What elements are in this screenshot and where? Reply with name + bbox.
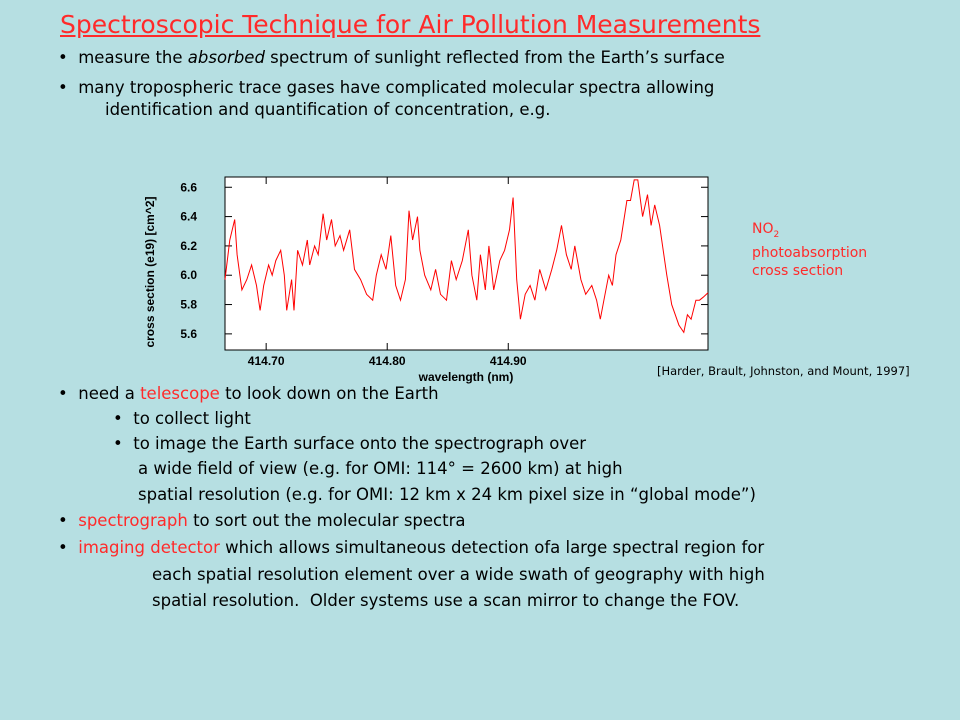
plot-area xyxy=(224,176,709,351)
bullet: • to image the Earth surface onto the sp… xyxy=(113,434,587,453)
text: imaging detector xyxy=(78,538,220,557)
text: to collect light xyxy=(133,409,251,428)
x-tick-label: 414.80 xyxy=(369,354,406,368)
text: 2 xyxy=(773,229,780,240)
bullet: • many tropospheric trace gases have com… xyxy=(58,78,715,97)
text: which allows simultaneous detection ofa … xyxy=(219,538,765,557)
bullet: • measure the absorbed spectrum of sunli… xyxy=(58,48,725,67)
line xyxy=(224,179,709,334)
x-tick-label: 414.70 xyxy=(248,354,285,368)
text: identification and quantification of con… xyxy=(105,100,551,119)
bullet: • imaging detector which allows simultan… xyxy=(58,538,765,557)
text: spectrum of sunlight reflected from the … xyxy=(264,48,725,67)
text: absorbed xyxy=(187,48,265,67)
text: need a xyxy=(78,384,141,403)
text: a wide field of view (e.g. for OMI: 114°… xyxy=(138,459,623,478)
bullet: • to collect light xyxy=(113,409,251,428)
text: to sort out the molecular spectra xyxy=(187,511,466,530)
bullet: • need a telescope to look down on the E… xyxy=(58,384,439,403)
bullet: • spectrograph to sort out the molecular… xyxy=(58,511,466,530)
text: measure the xyxy=(78,48,188,67)
text: NO xyxy=(752,221,774,237)
annotation: NO2 photoabsorption cross section xyxy=(752,220,867,280)
text: telescope xyxy=(140,384,220,403)
text: many tropospheric trace gases have compl… xyxy=(78,78,715,97)
text: each spatial resolution element over a w… xyxy=(152,565,765,584)
x-tick-label: 414.90 xyxy=(490,354,527,368)
y-tick-label: 5.6 xyxy=(180,327,197,341)
title: Spectroscopic Technique for Air Pollutio… xyxy=(60,10,761,39)
y-tick-label: 6.2 xyxy=(180,239,197,253)
text: to image the Earth surface onto the spec… xyxy=(133,434,587,453)
y-tick-label: 6.6 xyxy=(180,180,197,194)
citation: [Harder, Brault, Johnston, and Mount, 19… xyxy=(657,364,910,378)
y-tick-label: 6.0 xyxy=(180,268,197,282)
text: spatial resolution. Older systems use a … xyxy=(152,591,740,610)
y-tick-label: 6.4 xyxy=(180,210,197,224)
text: to look down on the Earth xyxy=(219,384,439,403)
y-axis-label: cross section (e19) [cm^2] xyxy=(143,196,157,347)
text: photoabsorption xyxy=(752,244,868,261)
x-axis-label: wavelength (nm) xyxy=(418,370,514,384)
text: spectrograph xyxy=(78,511,188,530)
text: cross section xyxy=(752,262,844,279)
text: spatial resolution (e.g. for OMI: 12 km … xyxy=(138,485,756,504)
y-tick-label: 5.8 xyxy=(180,298,197,312)
